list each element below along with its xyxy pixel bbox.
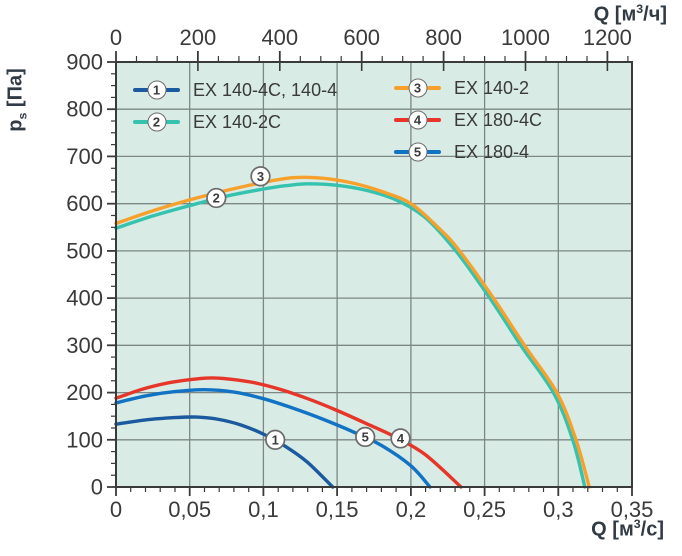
y-axis-title: ps [Па] — [5, 68, 30, 132]
y-axis-title-unit: [Па] — [4, 68, 27, 113]
legend-item-ex-180-4: 5 EX 180-4 — [394, 136, 542, 168]
tick-label: 400 — [66, 286, 103, 311]
legend-column-2: 3 EX 140-2 4 EX 180-4C 5 EX 180-4 — [394, 72, 542, 168]
curve-marker-2: 2 — [206, 187, 227, 209]
tick-label: 0,25 — [463, 497, 506, 522]
svg-text:4: 4 — [397, 431, 405, 446]
tick-label: 0,05 — [168, 497, 211, 522]
y-axis-title-base: p — [4, 119, 27, 132]
tick-label: 0 — [91, 475, 103, 500]
tick-label: 0,35 — [611, 497, 654, 522]
legend-item-ex-180-4c: 4 EX 180-4C — [394, 104, 542, 136]
curve-marker-1: 1 — [265, 429, 286, 450]
tick-label: 400 — [261, 25, 298, 50]
y-axis-title-sub: s — [15, 112, 30, 120]
legend-bubble-5: 5 — [408, 142, 427, 162]
tick-label: 600 — [66, 191, 103, 216]
legend-column-1: 1 EX 140-4C, 140-4 2 EX 140-2C — [133, 74, 337, 138]
top-axis-title: Q [м3/ч] — [594, 2, 667, 27]
bottom-axis-title: Q [м3/с] — [591, 517, 664, 542]
tick-label: 300 — [66, 333, 103, 358]
tick-label: 100 — [66, 427, 103, 452]
legend-label: EX 140-2C — [193, 111, 282, 132]
curve-marker-5: 5 — [355, 426, 376, 448]
tick-label: 800 — [66, 97, 103, 122]
tick-label: 900 — [66, 50, 103, 75]
legend-item-ex-140-2c: 2 EX 140-2C — [133, 106, 337, 138]
tick-label: 600 — [343, 25, 380, 50]
legend-item-ex-140-4c: 1 EX 140-4C, 140-4 — [133, 74, 337, 106]
tick-label: 0,1 — [248, 497, 279, 522]
legend-bubble-2: 2 — [147, 112, 166, 132]
gridlines — [116, 62, 632, 487]
curve-markers: 1 2 3 4 5 — [206, 166, 411, 450]
tick-label: 1200 — [583, 25, 632, 50]
curve-ex-180-4 — [114, 387, 432, 489]
legend-label: EX 140-4C, 140-4 — [193, 79, 338, 100]
curve-marker-3: 3 — [250, 166, 271, 187]
legend-bubble-1: 1 — [147, 80, 166, 100]
tick-label: 800 — [425, 25, 462, 50]
tick-labels: 0 100 200 300 400 500 600 700 800 900 0 0,05 0,1 0,15… — [66, 25, 653, 522]
top-axis-title-base: Q [м — [593, 3, 637, 26]
curve-marker-4: 4 — [390, 428, 411, 449]
legend-bubble-4: 4 — [408, 110, 427, 130]
legend-label: EX 180-4 — [454, 141, 530, 162]
tick-label: 700 — [66, 144, 103, 169]
tick-label: 0,2 — [396, 497, 427, 522]
tick-label: 0,3 — [543, 497, 574, 522]
curve-ex-140-4c-140-4 — [114, 415, 335, 489]
svg-text:1: 1 — [272, 433, 279, 448]
legend-label: EX 140-2 — [454, 77, 530, 98]
legend-item-ex-140-2: 3 EX 140-2 — [394, 72, 542, 104]
tick-label: 0 — [110, 497, 122, 522]
bottom-axis-title-unit: /с] — [640, 518, 664, 541]
bottom-axis-title-base: Q [м — [591, 518, 634, 541]
legend-line-swatch: 2 — [133, 112, 180, 132]
svg-text:5: 5 — [362, 430, 369, 445]
top-axis-title-sup: 3 — [636, 2, 644, 16]
svg-text:3: 3 — [257, 169, 264, 184]
legend-bubble-3: 3 — [408, 78, 427, 98]
tick-label: 500 — [66, 238, 103, 263]
legend-line-swatch: 5 — [394, 142, 441, 162]
tick-label: 0 — [110, 25, 122, 50]
tick-label: 1000 — [501, 25, 550, 50]
bottom-axis-title-sup: 3 — [633, 517, 641, 531]
tick-label: 200 — [180, 25, 217, 50]
legend-line-swatch: 4 — [394, 110, 441, 130]
svg-text:2: 2 — [213, 191, 220, 206]
legend-line-swatch: 1 — [133, 80, 180, 100]
tick-label: 0,15 — [316, 497, 359, 522]
tick-label: 200 — [66, 380, 103, 405]
top-axis-title-unit: /ч] — [643, 3, 667, 26]
axis-ticks — [107, 51, 633, 496]
legend-label: EX 180-4C — [454, 109, 543, 130]
legend-line-swatch: 3 — [394, 78, 441, 98]
